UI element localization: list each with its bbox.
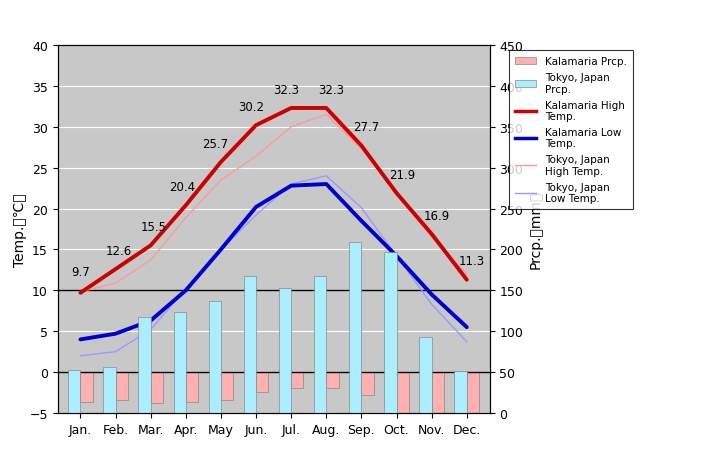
Bar	[256, 372, 269, 392]
Text: 32.3: 32.3	[273, 84, 299, 96]
Bar	[349, 242, 361, 413]
Bar	[221, 372, 233, 400]
Bar	[115, 372, 128, 400]
Bar	[361, 372, 374, 395]
Bar	[150, 372, 163, 403]
Text: 12.6: 12.6	[106, 244, 132, 257]
Text: 9.7: 9.7	[71, 265, 90, 279]
Text: 21.9: 21.9	[389, 168, 415, 181]
Y-axis label: Temp.（℃）: Temp.（℃）	[13, 193, 27, 266]
Bar	[467, 372, 479, 420]
Bar	[397, 372, 409, 419]
Bar	[174, 312, 186, 413]
Y-axis label: Prcp.（mm）: Prcp.（mm）	[528, 190, 543, 269]
Bar	[279, 288, 291, 413]
Bar	[138, 318, 150, 413]
Bar	[209, 301, 221, 413]
Bar	[186, 372, 198, 402]
Bar	[454, 371, 467, 413]
Bar	[384, 252, 397, 413]
Text: 30.2: 30.2	[238, 101, 264, 114]
Legend: Kalamaria Prcp., Tokyo, Japan
Prcp., Kalamaria High
Temp., Kalamaria Low
Temp., : Kalamaria Prcp., Tokyo, Japan Prcp., Kal…	[509, 51, 633, 210]
Bar	[291, 372, 303, 388]
Bar	[432, 372, 444, 417]
Text: 32.3: 32.3	[318, 84, 345, 96]
Bar	[81, 372, 93, 403]
Bar	[314, 276, 326, 413]
Text: 15.5: 15.5	[141, 221, 167, 234]
Bar	[326, 372, 338, 389]
Text: 11.3: 11.3	[459, 255, 485, 268]
Bar	[103, 367, 115, 413]
Text: 27.7: 27.7	[354, 121, 379, 134]
Bar	[68, 371, 81, 413]
Bar	[419, 337, 432, 413]
Text: 16.9: 16.9	[424, 209, 450, 222]
Text: 25.7: 25.7	[202, 137, 229, 151]
Text: 20.4: 20.4	[170, 181, 196, 194]
Bar	[244, 276, 256, 413]
